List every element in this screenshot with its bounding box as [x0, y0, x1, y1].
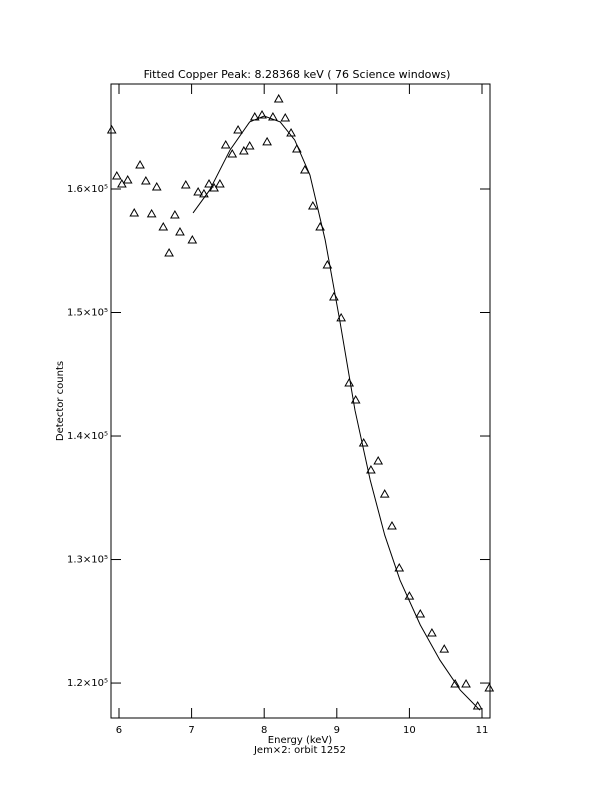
plot-frame [110, 83, 491, 719]
x-axis-label: Energy (keV) [268, 735, 333, 746]
data-point [239, 145, 249, 155]
data-point [140, 175, 151, 185]
data-point [439, 644, 450, 653]
data-point [180, 180, 191, 189]
data-point [262, 136, 272, 146]
data-point [461, 679, 471, 688]
data-point [129, 207, 140, 217]
data-point [164, 247, 174, 257]
data-point [204, 179, 214, 188]
data-point [117, 179, 127, 188]
data-point [146, 208, 157, 218]
data-point [268, 111, 278, 121]
data-point [344, 378, 355, 387]
data-point [257, 109, 267, 119]
data-point [170, 210, 180, 219]
data-point [215, 179, 225, 188]
data-point [484, 682, 495, 692]
data-point [450, 679, 461, 688]
y-tick-label: 1.4×10⁵ [67, 431, 108, 442]
data-point [427, 628, 437, 637]
y-tick-label: 1.5×10⁵ [67, 308, 108, 319]
data-point [199, 188, 209, 198]
chart-title: Fitted Copper Peak: 8.28368 keV ( 76 Sci… [144, 68, 451, 81]
data-point [193, 186, 203, 196]
data-point [106, 124, 117, 134]
data-point [122, 174, 133, 184]
x-tick-label: 8 [261, 725, 267, 736]
data-point [379, 489, 390, 498]
y-tick-label: 1.6×10⁵ [67, 184, 108, 195]
data-point [175, 226, 185, 236]
data-point [350, 394, 361, 404]
data-point [135, 160, 145, 169]
fit-line [192, 115, 481, 711]
x-tick-label: 11 [476, 725, 489, 736]
data-point [151, 182, 162, 191]
data-point [111, 171, 122, 180]
data-point [233, 124, 243, 134]
data-point [329, 291, 339, 301]
data-point [227, 149, 238, 158]
x-tick-label: 9 [334, 725, 340, 736]
data-point [299, 164, 310, 174]
x-tick-label: 10 [403, 725, 416, 736]
data-point [358, 438, 369, 447]
x-tick-label: 7 [188, 725, 194, 736]
data-point [415, 608, 426, 618]
data-point [373, 455, 384, 465]
y-axis-label: Detector counts [55, 361, 66, 441]
data-point [220, 140, 231, 149]
data-point [280, 112, 291, 122]
data-point [366, 464, 376, 474]
data-point [307, 201, 318, 210]
data-point [387, 521, 397, 530]
data-point [187, 234, 198, 244]
data-point [273, 93, 284, 103]
y-tick-label: 1.2×10⁵ [67, 678, 108, 689]
subtitle: Jem×2: orbit 1252 [253, 745, 346, 756]
x-tick-label: 6 [116, 725, 122, 736]
data-point [158, 222, 169, 231]
y-tick-label: 1.3×10⁵ [67, 555, 108, 566]
data-point [394, 563, 405, 572]
data-point [244, 140, 255, 150]
